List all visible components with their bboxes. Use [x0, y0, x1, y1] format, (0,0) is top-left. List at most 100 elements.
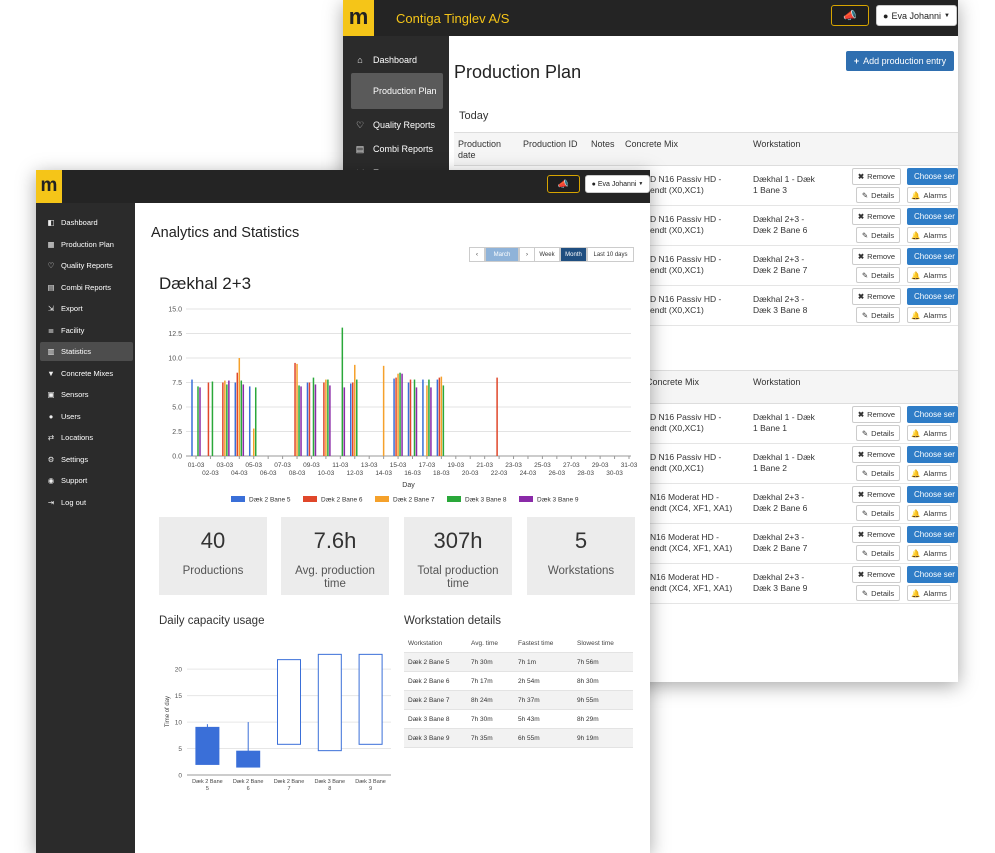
legend-swatch	[231, 496, 245, 502]
remove-button[interactable]: ✖ Remove	[852, 168, 901, 185]
announcements-button[interactable]: 📣	[831, 5, 869, 26]
user-menu-button[interactable]: ● Eva Johanni ▼	[585, 175, 650, 193]
table-row: N16 Moderat HD - endt (XC4, XF1, XA1) Dæk…	[454, 484, 958, 524]
y-tick-label: 2.5	[172, 429, 182, 436]
close-icon: ✖	[857, 450, 865, 459]
alarms-button[interactable]: 🔔 Alarms	[907, 307, 951, 323]
table-cell: Dæk 2 Bane 6	[408, 678, 450, 685]
details-label: Details	[871, 468, 895, 478]
prev-period-button[interactable]: ‹	[469, 247, 485, 262]
edit-icon: ✎	[861, 588, 869, 598]
choose-button[interactable]: Choose ser	[907, 406, 958, 423]
month-button[interactable]: Month	[560, 247, 587, 262]
bar	[442, 385, 445, 456]
arrows-icon: ⇄	[47, 433, 55, 442]
alarms-button[interactable]: 🔔 Alarms	[907, 425, 951, 441]
bar	[222, 382, 224, 456]
sidebar-item-6[interactable]: ▥ Statistics	[40, 342, 133, 361]
alarms-button[interactable]: 🔔 Alarms	[907, 465, 951, 481]
sidebar-item-2[interactable]: ♡ Quality Reports	[40, 256, 133, 275]
x-tick-label: 12-03	[346, 470, 363, 477]
choose-button[interactable]: Choose ser	[907, 288, 958, 305]
table-cell: Dæk 2 Bane 7	[408, 697, 450, 704]
bar	[395, 377, 397, 456]
header-concrete-mix-2: Concrete Mix	[646, 377, 700, 387]
hall-title: Dækhal 2+3	[159, 274, 252, 293]
details-button[interactable]: ✎ Details	[856, 307, 900, 323]
plus-icon: +	[853, 56, 860, 66]
announcements-button[interactable]: 📣	[547, 175, 580, 193]
kpi-workstations: 5 Workstations	[527, 517, 635, 595]
details-button[interactable]: ✎ Details	[856, 227, 900, 243]
header-cell: Avg. time	[471, 640, 498, 647]
sidebar-item-1[interactable]: ▦Production Plan	[351, 73, 443, 109]
bar	[343, 387, 346, 456]
sidebar-item-1[interactable]: ▦Production Plan	[40, 235, 133, 254]
choose-button[interactable]: Choose ser	[907, 486, 958, 503]
remove-button[interactable]: ✖ Remove	[852, 288, 901, 305]
sidebar-item-13[interactable]: ⇥ Log out	[40, 493, 133, 512]
bell-icon: 🔔	[911, 190, 921, 200]
table-row: D N16 Passiv HD - endt (X0,XC1) Dækhal 2+…	[454, 206, 958, 246]
bar-chart-icon: ▥	[47, 347, 55, 356]
bell-icon: 🔔	[911, 270, 921, 280]
details-button[interactable]: ✎ Details	[856, 465, 900, 481]
choose-button[interactable]: Choose ser	[907, 248, 958, 265]
alarms-button[interactable]: 🔔 Alarms	[907, 267, 951, 283]
bar	[298, 385, 300, 456]
table-cell: 7h 17m	[471, 678, 493, 685]
remove-button[interactable]: ✖ Remove	[852, 406, 901, 423]
remove-button[interactable]: ✖ Remove	[852, 248, 901, 265]
choose-button[interactable]: Choose ser	[907, 566, 958, 583]
x-tick-label: 09-03	[303, 462, 320, 469]
alarms-button[interactable]: 🔔 Alarms	[907, 545, 951, 561]
choose-button[interactable]: Choose ser	[907, 208, 958, 225]
bell-icon: 🔔	[911, 588, 921, 598]
choose-button[interactable]: Choose ser	[907, 526, 958, 543]
details-button[interactable]: ✎ Details	[856, 545, 900, 561]
details-button[interactable]: ✎ Details	[856, 585, 900, 601]
sidebar-item-7[interactable]: ▼ Concrete Mixes	[40, 364, 133, 383]
sidebar-item-3[interactable]: ▤ Combi Reports	[351, 140, 443, 158]
sidebar-item-11[interactable]: ⚙ Settings	[40, 450, 133, 469]
alarms-button[interactable]: 🔔 Alarms	[907, 227, 951, 243]
details-button[interactable]: ✎ Details	[856, 267, 900, 283]
details-button[interactable]: ✎ Details	[856, 187, 900, 203]
remove-button[interactable]: ✖ Remove	[852, 446, 901, 463]
y-tick-label: 0.0	[172, 454, 182, 461]
remove-button[interactable]: ✖ Remove	[852, 208, 901, 225]
app-logo[interactable]: m	[36, 170, 62, 203]
week-button[interactable]: Week	[534, 247, 560, 262]
alarms-button[interactable]: 🔔 Alarms	[907, 585, 951, 601]
sidebar-item-4[interactable]: ⇲ Export	[40, 299, 133, 318]
concrete-mix: D N16 Passiv HD - endt (X0,XC1)	[650, 412, 722, 433]
remove-button[interactable]: ✖ Remove	[852, 486, 901, 503]
app-logo[interactable]: m	[343, 0, 374, 36]
sidebar-item-3[interactable]: ▤ Combi Reports	[40, 278, 133, 297]
next-period-button[interactable]: ›	[519, 247, 535, 262]
user-menu-button[interactable]: ● Eva Johanni ▼	[876, 5, 957, 26]
choose-button[interactable]: Choose ser	[907, 446, 958, 463]
details-button[interactable]: ✎ Details	[856, 425, 900, 441]
alarms-button[interactable]: 🔔 Alarms	[907, 187, 951, 203]
sidebar-item-10[interactable]: ⇄ Locations	[40, 428, 133, 447]
sidebar-item-12[interactable]: ◉ Support	[40, 471, 133, 490]
remove-button[interactable]: ✖ Remove	[852, 526, 901, 543]
remove-button[interactable]: ✖ Remove	[852, 566, 901, 583]
sidebar-item-8[interactable]: ▣ Sensors	[40, 385, 133, 404]
sidebar-item-0[interactable]: ◧ Dashboard	[40, 213, 133, 232]
sidebar-item-5[interactable]: ≣ Facility	[40, 321, 133, 340]
sidebar-item-9[interactable]: ● Users	[40, 407, 133, 426]
sidebar-item-label: Quality Reports	[373, 120, 436, 130]
last-10-days-button[interactable]: Last 10 days	[587, 247, 634, 262]
company-name: Contiga Tinglev A/S	[396, 11, 510, 26]
details-button[interactable]: ✎ Details	[856, 505, 900, 521]
bar	[294, 362, 296, 456]
close-icon: ✖	[857, 490, 865, 499]
concrete-mix: N16 Moderat HD - endt (XC4, XF1, XA1)	[650, 532, 733, 553]
choose-button[interactable]: Choose ser	[907, 168, 958, 185]
sidebar-item-0[interactable]: ⌂ Dashboard	[351, 51, 443, 69]
sidebar-item-2[interactable]: ♡ Quality Reports	[351, 116, 443, 134]
add-production-entry-button[interactable]: + Add production entry	[846, 51, 954, 71]
alarms-button[interactable]: 🔔 Alarms	[907, 505, 951, 521]
